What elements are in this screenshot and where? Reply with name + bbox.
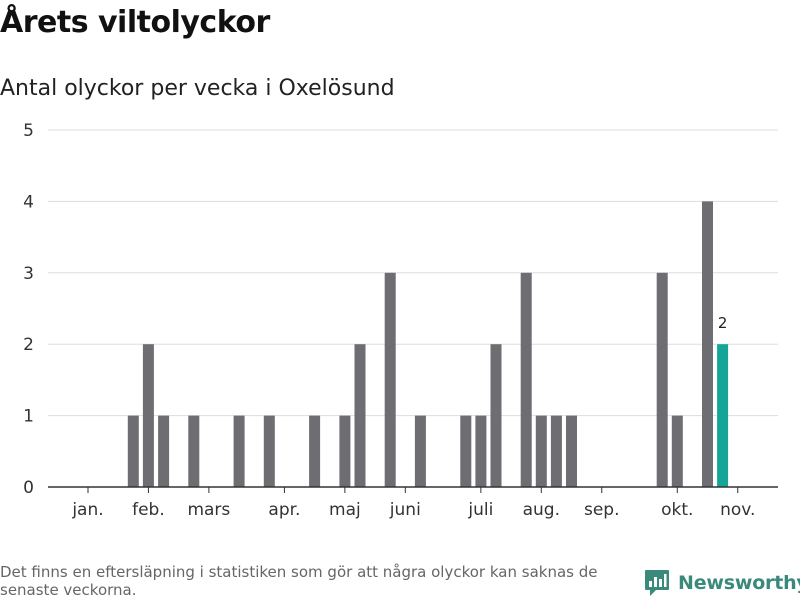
x-tick-label: feb. [132, 500, 165, 520]
y-tick-label: 3 [23, 264, 34, 284]
x-tick-label: maj [329, 500, 361, 520]
brand: Newsworthy [644, 569, 800, 597]
bar [263, 415, 275, 487]
bar [354, 344, 366, 487]
y-tick-label: 5 [23, 121, 34, 141]
bar [671, 415, 683, 487]
x-tick-label: aug. [523, 500, 560, 520]
bar [188, 415, 200, 487]
bar [550, 415, 562, 487]
bar [309, 415, 321, 487]
x-tick-label: apr. [268, 500, 300, 520]
bar [127, 415, 139, 487]
x-tick-label: juli [467, 500, 493, 520]
bar [656, 272, 668, 487]
y-tick-label: 1 [23, 407, 34, 427]
bar [339, 415, 351, 487]
y-tick-label: 0 [23, 478, 34, 498]
x-tick-label: jan. [71, 500, 103, 520]
bar-highlight [717, 344, 729, 487]
x-tick-label: mars [187, 500, 230, 520]
x-tick-label: nov. [720, 500, 755, 520]
x-tick-label: okt. [661, 500, 693, 520]
data-label: 2 [718, 314, 728, 332]
bar [384, 272, 396, 487]
bar [414, 415, 426, 487]
bar [233, 415, 245, 487]
bar [142, 344, 154, 487]
bar [490, 344, 502, 487]
x-tick-label: juni [389, 500, 421, 520]
newsworthy-logo-icon [645, 570, 669, 596]
x-tick-label: sep. [584, 500, 620, 520]
y-tick-label: 2 [23, 335, 34, 355]
bar [460, 415, 472, 487]
bar [520, 272, 532, 487]
bar [475, 415, 487, 487]
footnote: Det finns en eftersläpning i statistiken… [0, 563, 598, 599]
brand-name: Newsworthy [678, 572, 800, 594]
bar-chart: 0 1 2 3 4 5 2 jan. feb. mars apr. maj juni juli aug. se… [23, 121, 778, 520]
chart-title: Årets viltolyckor [0, 5, 270, 40]
chart-subtitle: Antal olyckor per vecka i Oxelösund [0, 76, 395, 101]
bar [158, 415, 170, 487]
bar [702, 201, 713, 487]
bar [535, 415, 547, 487]
bar [566, 415, 577, 487]
y-tick-label: 4 [23, 192, 34, 212]
